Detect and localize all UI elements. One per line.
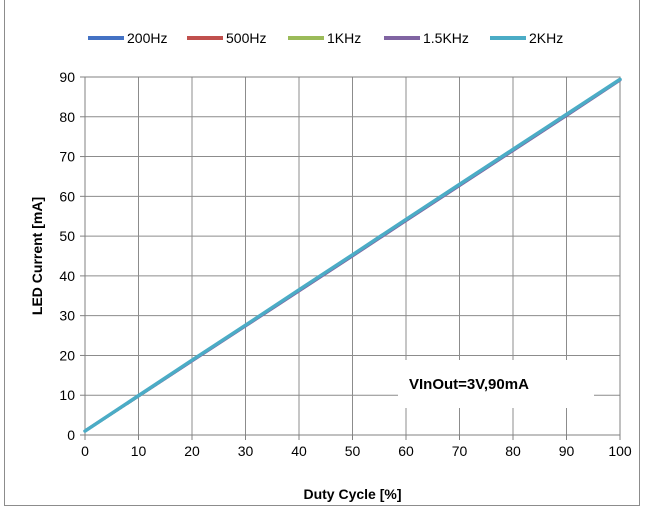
chart-frame: [4, 0, 640, 506]
series-group: [83, 77, 622, 433]
legend-label: 1.5KHz: [423, 30, 469, 46]
x-tick-label: 30: [238, 443, 254, 459]
annotation-box: VInOut=3V,90mA: [398, 360, 594, 408]
x-tick-label: 60: [398, 443, 414, 459]
x-tick-label: 10: [131, 443, 147, 459]
x-tick-label: 100: [608, 443, 632, 459]
annotation-background: [398, 360, 594, 408]
legend-label: 1KHz: [327, 30, 361, 46]
y-tick-label: 30: [59, 308, 75, 324]
y-axis-label: LED Current [mA]: [29, 197, 45, 315]
axis-ticks: 0 10 20 30 40 50 60 70 80 90 100 0 10 20 30 40 50 60 70 80 9…: [59, 69, 631, 459]
y-tick-label: 90: [59, 69, 75, 85]
x-tick-label: 0: [81, 443, 89, 459]
y-tick-label: 50: [59, 228, 75, 244]
y-tick-label: 0: [67, 427, 75, 443]
x-tick-label: 40: [291, 443, 307, 459]
y-tick-label: 20: [59, 347, 75, 363]
x-tick-label: 50: [345, 443, 361, 459]
series-line-2khz: [83, 77, 622, 433]
legend-label: 2KHz: [529, 30, 563, 46]
annotation-text: VInOut=3V,90mA: [409, 376, 529, 393]
x-tick-label: 70: [452, 443, 468, 459]
legend-label: 500Hz: [226, 30, 266, 46]
x-axis-label: Duty Cycle [%]: [303, 486, 401, 502]
x-tick-label: 80: [505, 443, 521, 459]
y-tick-label: 10: [59, 387, 75, 403]
x-tick-label: 90: [559, 443, 575, 459]
legend-label: 200Hz: [127, 30, 167, 46]
y-tick-label: 40: [59, 268, 75, 284]
x-tick-label: 20: [184, 443, 200, 459]
legend: 200Hz 500Hz 1KHz 1.5KHz 2KHz: [88, 30, 563, 46]
y-tick-label: 70: [59, 149, 75, 165]
y-tick-label: 80: [59, 109, 75, 125]
y-tick-label: 60: [59, 188, 75, 204]
